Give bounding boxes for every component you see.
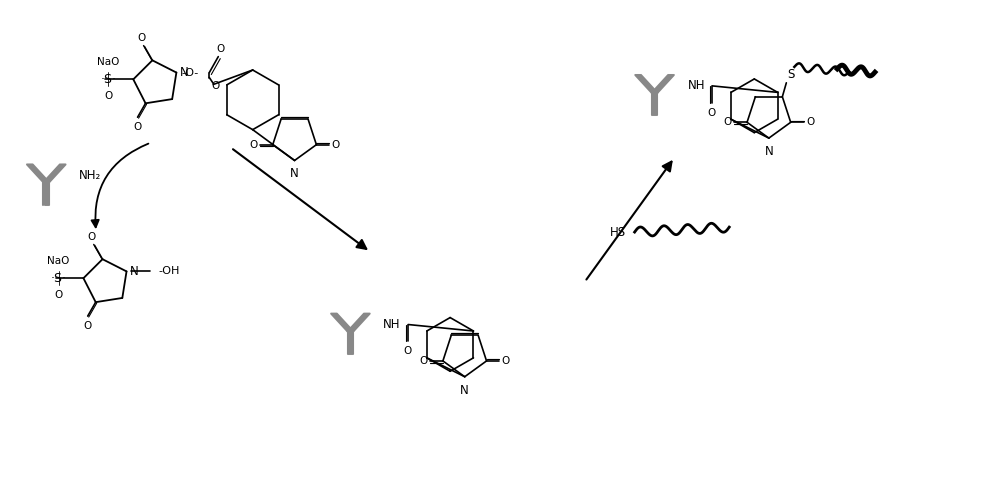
Text: NaO: NaO [47,256,70,266]
Text: -OH: -OH [158,266,180,277]
Text: O: O [806,117,814,127]
Text: N: N [764,145,773,158]
Text: -O-: -O- [182,68,199,77]
Text: O: O [212,81,220,92]
Text: O: O [419,356,428,366]
Text: O: O [707,108,716,118]
Text: ·S·: ·S· [100,73,116,86]
Text: S: S [787,68,795,81]
Text: N: N [179,66,188,79]
Text: N: N [460,384,469,397]
Text: O: O [249,140,257,150]
Text: N: N [290,168,299,181]
Text: NH: NH [687,79,705,93]
Text: ·S·: ·S· [51,272,67,285]
Text: O: O [104,91,112,101]
Text: NH₂: NH₂ [79,169,101,182]
Text: O: O [723,117,732,127]
Text: O: O [137,34,146,43]
Text: N: N [130,265,138,278]
Text: HS: HS [610,225,626,239]
Text: NH: NH [383,318,401,331]
Text: O: O [403,346,411,356]
Text: O: O [502,356,510,366]
Text: O: O [216,44,224,54]
Text: NaO: NaO [97,57,120,67]
Text: O: O [84,321,92,331]
Text: O: O [54,290,63,300]
Text: O: O [332,140,340,150]
Text: O: O [133,122,142,132]
Text: O: O [87,232,96,243]
